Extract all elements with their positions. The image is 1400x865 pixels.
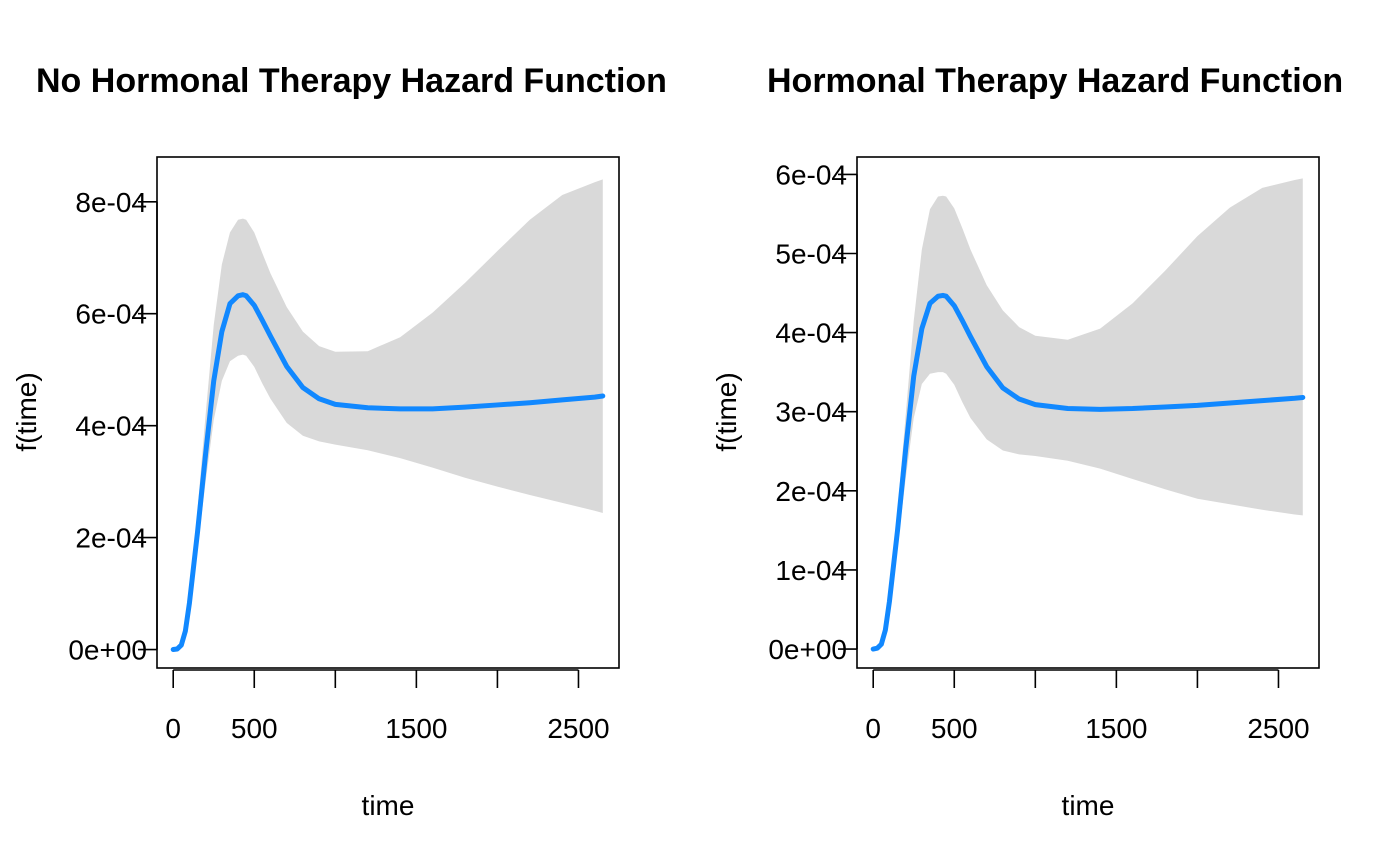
hazard-estimate-line <box>170 292 606 653</box>
y-tick-label: 4e-04 <box>775 318 847 349</box>
x-tick-label: 2500 <box>1247 713 1309 744</box>
y-axis-label: f(time) <box>711 372 742 451</box>
x-tick-label: 500 <box>931 713 978 744</box>
y-axis: 0e+00 2e-04 4e-04 6e-04 8e-04 <box>68 187 158 666</box>
y-axis: 0e+00 1e-04 2e-04 3e-04 4e-04 5e-04 6e-04 <box>768 159 858 665</box>
chart-title: No Hormonal Therapy Hazard Function <box>36 62 667 100</box>
y-tick-label: 6e-04 <box>775 159 847 190</box>
y-tick-label: 8e-04 <box>75 187 147 218</box>
x-tick-label: 1500 <box>385 713 447 744</box>
y-tick-label: 4e-04 <box>75 411 147 442</box>
hazard-line <box>170 292 606 653</box>
x-tick-label: 500 <box>231 713 278 744</box>
hazard-estimate-line <box>870 292 1306 652</box>
x-axis-label: time <box>1062 790 1115 821</box>
y-tick-label: 2e-04 <box>75 523 147 554</box>
y-tick-label: 5e-04 <box>775 239 847 270</box>
y-axis-label: f(time) <box>11 372 42 451</box>
confidence-band <box>873 178 1303 650</box>
hazard-panel-hormonal: Hormonal Therapy Hazard Function 0 500 150… <box>711 62 1343 821</box>
hazard-panel-no-hormonal: No Hormonal Therapy Hazard Function 0 500… <box>11 62 667 821</box>
confidence-band-area <box>873 178 1303 650</box>
x-tick-label: 0 <box>865 713 881 744</box>
y-tick-label: 0e+00 <box>768 634 847 665</box>
confidence-band-area <box>173 179 603 650</box>
chart-title: Hormonal Therapy Hazard Function <box>767 62 1343 100</box>
confidence-band <box>173 179 603 650</box>
y-tick-label: 1e-04 <box>775 555 847 586</box>
y-tick-label: 0e+00 <box>68 635 147 666</box>
x-axis-label: time <box>362 790 415 821</box>
y-tick-label: 3e-04 <box>775 397 847 428</box>
x-tick-label: 2500 <box>547 713 609 744</box>
hazard-line <box>870 292 1306 652</box>
x-tick-label: 1500 <box>1085 713 1147 744</box>
x-axis: 0 500 1500 2500 <box>165 669 610 744</box>
x-tick-label: 0 <box>165 713 181 744</box>
y-tick-label: 2e-04 <box>775 476 847 507</box>
x-axis: 0 500 1500 2500 <box>865 669 1310 744</box>
y-tick-label: 6e-04 <box>75 299 147 330</box>
